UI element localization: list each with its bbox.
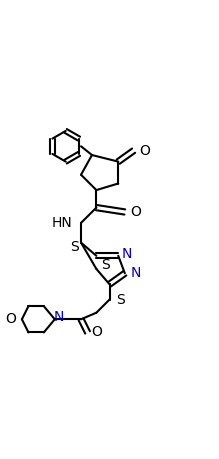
Text: S: S (101, 257, 110, 272)
Text: O: O (130, 205, 141, 219)
Text: O: O (139, 144, 150, 157)
Text: S: S (116, 292, 125, 307)
Text: HN: HN (51, 216, 72, 230)
Text: N: N (131, 266, 141, 280)
Text: O: O (5, 312, 16, 326)
Text: N: N (54, 310, 64, 324)
Text: O: O (91, 325, 102, 339)
Text: S: S (70, 240, 79, 254)
Text: N: N (122, 246, 132, 261)
